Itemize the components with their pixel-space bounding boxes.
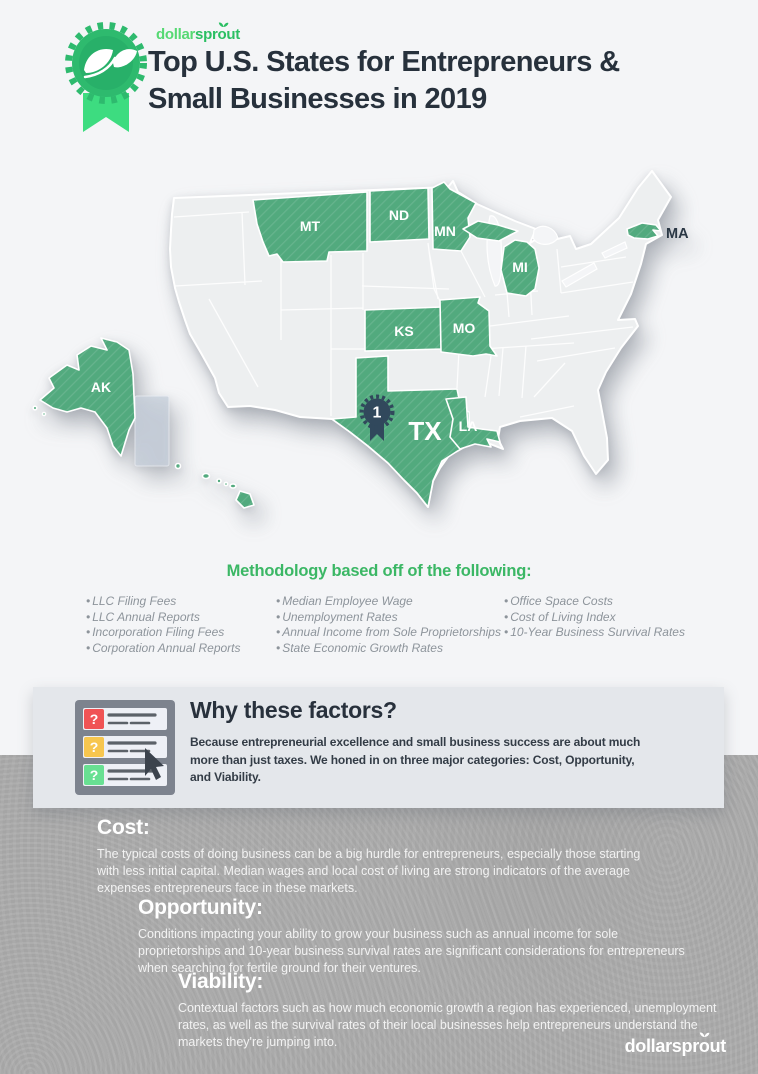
rank-1-badge: 1 [359, 394, 395, 441]
state-hi [174, 462, 255, 509]
state-mo [439, 296, 498, 357]
logo-ut: ut [226, 26, 240, 43]
svg-text:?: ? [90, 767, 99, 783]
state-mn [431, 181, 477, 252]
state-mi-upper [462, 220, 519, 242]
footer-dollarsprout-logo: dollarspro ut [625, 1032, 726, 1057]
methodology-column-3: Office Space Costs Cost of Living Index … [504, 594, 685, 641]
state-label-mn: MN [434, 223, 456, 239]
state-nd [369, 187, 430, 243]
money-watermark-background [0, 755, 758, 1074]
methodology-title: Methodology based off of the following: [226, 562, 532, 580]
methodology-item: Corporation Annual Reports [86, 641, 240, 657]
methodology-item: Annual Income from Sole Proprietorships [276, 625, 501, 641]
footer-sprout-o: o [699, 1032, 710, 1057]
why-factors-card: ? ? ? Why these [33, 687, 724, 808]
methodology-item: Incorporation Filing Fees [86, 625, 241, 641]
section-viability: Viability: Contextual factors such as ho… [178, 970, 758, 1051]
section-viability-heading: Viability: [178, 970, 264, 993]
state-ak-island [32, 405, 38, 411]
logo-spr: spr [195, 26, 218, 43]
state-mt [252, 191, 368, 263]
methodology-column-2: Median Employee Wage Unemployment Rates … [276, 594, 501, 656]
state-label-ma: MA [666, 226, 689, 242]
state-label-ak: AK [91, 379, 111, 395]
state-label-ks: KS [394, 323, 413, 339]
svg-text:?: ? [90, 739, 99, 755]
section-viability-body: Contextual factors such as how much econ… [178, 1001, 717, 1049]
methodology-item: Median Employee Wage [276, 594, 501, 610]
dollarsprout-logo: dollarspro ut [156, 22, 240, 43]
checklist-questions-icon: ? ? ? [75, 700, 175, 795]
methodology-item: 10-Year Business Survival Rates [504, 625, 685, 641]
us-map: 1 MT ND MN MI MA KS MO AK TX LA [29, 150, 729, 570]
state-label-mt: MT [300, 218, 321, 234]
sprout-leaves-icon [218, 22, 228, 27]
state-ak [39, 337, 136, 457]
state-label-tx: TX [408, 416, 442, 446]
methodology-column-1: LLC Filing Fees LLC Annual Reports Incor… [86, 594, 241, 657]
methodology-item: Office Space Costs [504, 594, 685, 610]
methodology-item: State Economic Growth Rates [276, 641, 501, 657]
section-opportunity-body: Conditions impacting your ability to gro… [138, 927, 685, 975]
cursor-arrow-icon [145, 748, 164, 780]
methodology-item: LLC Filing Fees [86, 594, 241, 610]
section-opportunity: Opportunity: Conditions impacting your a… [138, 896, 738, 977]
alaska-inset-box [134, 395, 170, 467]
section-cost: Cost: The typical costs of doing busines… [97, 816, 697, 897]
state-ma [626, 222, 662, 240]
svg-text:?: ? [90, 711, 99, 727]
rank-1-label: 1 [373, 405, 382, 422]
methodology-item: Cost of Living Index [504, 610, 685, 626]
state-label-la: LA [459, 418, 478, 434]
why-factors-title: Why these factors? [190, 697, 397, 723]
logo-dollar: dollar [156, 26, 196, 43]
state-label-mo: MO [453, 320, 476, 336]
state-ak-island [41, 411, 47, 417]
state-label-mi: MI [512, 259, 528, 275]
methodology-item: Unemployment Rates [276, 610, 501, 626]
state-label-nd: ND [389, 207, 409, 223]
section-cost-body: The typical costs of doing business can … [97, 847, 641, 895]
section-opportunity-heading: Opportunity: [138, 896, 263, 919]
state-tx [331, 355, 471, 508]
award-ribbon-icon [65, 22, 147, 132]
methodology-item: LLC Annual Reports [86, 610, 241, 626]
section-cost-heading: Cost: [97, 816, 150, 839]
sprout-leaves-icon [699, 1032, 710, 1037]
logo-sprout-o: o [218, 22, 228, 43]
page-title: Top U.S. States for Entrepreneurs & Smal… [148, 46, 620, 115]
state-la [445, 396, 501, 450]
why-factors-body: Because entrepreneurial excellence and s… [190, 735, 641, 784]
state-mi [500, 239, 540, 297]
